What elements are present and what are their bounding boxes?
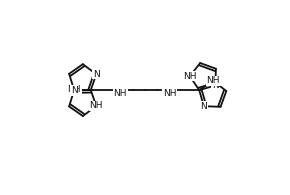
Text: NH: NH [163,89,176,98]
Text: NH: NH [183,72,197,81]
Text: N: N [71,86,77,95]
Text: N: N [93,70,99,79]
Text: N: N [200,102,207,111]
Text: NH: NH [67,85,81,94]
Text: N: N [212,81,219,90]
Text: NH: NH [206,76,220,85]
Text: NH: NH [114,89,127,98]
Text: NH: NH [90,101,103,110]
